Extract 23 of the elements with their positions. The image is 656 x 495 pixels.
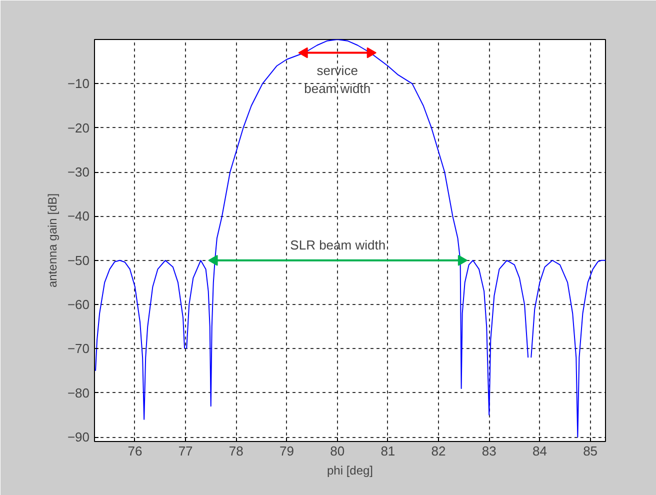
y-tick-label: −90 [67, 430, 90, 445]
x-tick-label: 85 [583, 444, 598, 458]
y-tick-label: −50 [67, 252, 90, 268]
y-tick-label: −30 [67, 164, 90, 180]
y-tick-label: −20 [67, 120, 90, 136]
y-tick-label: −60 [67, 297, 90, 312]
y-axis-title: antenna gain [dB] [45, 193, 60, 288]
x-tick-label: 78 [228, 444, 244, 458]
x-tick-label: 76 [128, 444, 142, 458]
x-tick-label: 79 [280, 444, 294, 458]
y-tick-label: −10 [67, 76, 90, 92]
y-tick-label: −80 [67, 385, 90, 400]
x-tick-label: 81 [380, 444, 396, 458]
x-tick-label: 77 [178, 444, 193, 458]
x-tick-label: 80 [330, 444, 345, 458]
x-tick-label: 83 [482, 444, 496, 458]
x-tick-label: 84 [532, 444, 547, 458]
annotation: SLR beam width [290, 237, 386, 252]
x-axis-title: phi [deg] [326, 464, 374, 478]
y-tick-label: −40 [67, 208, 90, 224]
annotation: service beam width [304, 62, 371, 96]
x-tick-label: 82 [431, 444, 446, 458]
y-tick-label: −70 [67, 341, 90, 356]
